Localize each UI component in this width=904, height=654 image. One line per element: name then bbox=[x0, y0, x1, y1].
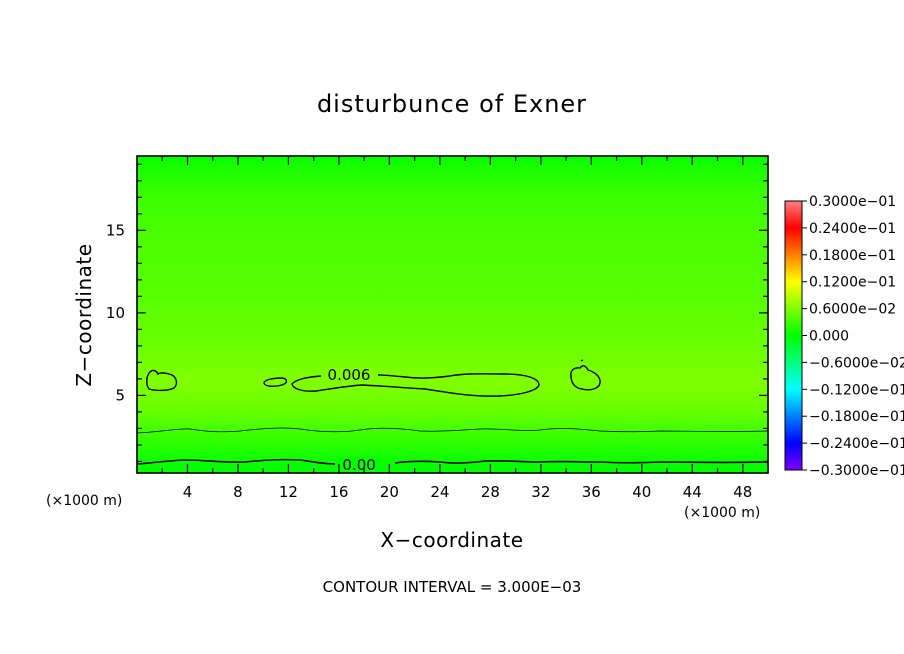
x-tick-label: 32 bbox=[531, 483, 550, 501]
x-tick-label: 24 bbox=[430, 483, 449, 501]
plot-area: 0.006 0.00 bbox=[136, 155, 769, 474]
contour-label: 0.00 bbox=[342, 456, 375, 474]
y-tick-label: 15 bbox=[106, 221, 125, 239]
x-axis-label: X−coordinate bbox=[380, 528, 523, 552]
y-tick-labels: 5 10 15 bbox=[106, 221, 125, 404]
colorbar-label: 0.3000e−01 bbox=[809, 194, 896, 210]
colorbar-label: −0.3000e−01 bbox=[809, 463, 904, 479]
contour-label: 0.006 bbox=[328, 366, 371, 384]
contour-line-0.003 bbox=[137, 427, 768, 434]
y-tick-label: 5 bbox=[115, 386, 125, 404]
x-tick-label: 48 bbox=[733, 483, 752, 501]
x-tick-label: 40 bbox=[632, 483, 651, 501]
chart-title: disturbunce of Exner bbox=[317, 90, 587, 118]
x-tick-labels: 4 8 12 16 20 24 28 32 36 40 44 48 bbox=[183, 483, 753, 501]
contour-labels: 0.006 0.00 bbox=[324, 366, 380, 474]
colorbar-label: −0.6000e−02 bbox=[809, 355, 904, 371]
contour-line-0.006-b bbox=[263, 377, 288, 388]
colorbar-label: 0.1800e−01 bbox=[809, 248, 896, 264]
axis-ticks bbox=[137, 156, 768, 473]
x-tick-label: 8 bbox=[233, 483, 243, 501]
contour-line-0.00 bbox=[137, 458, 768, 465]
contour-line-0.006-a bbox=[146, 369, 178, 392]
colorbar-label: 0.2400e−01 bbox=[809, 221, 896, 237]
colorbar: 0.3000e−01 0.2400e−01 0.1800e−01 0.1200e−01… bbox=[784, 194, 904, 479]
colorbar-labels: 0.3000e−01 0.2400e−01 0.1800e−01 0.1200e−01… bbox=[809, 194, 904, 479]
contour-interval-note: CONTOUR INTERVAL = 3.000E−03 bbox=[323, 578, 582, 596]
x-axis-unit: (×1000 m) bbox=[684, 505, 760, 521]
field-fill bbox=[137, 156, 768, 473]
colorbar-label: 0.1200e−01 bbox=[809, 275, 896, 291]
colorbar-label: −0.1800e−01 bbox=[809, 409, 904, 425]
x-tick-label: 4 bbox=[183, 483, 193, 501]
contour-label-bg bbox=[324, 367, 375, 382]
colorbar-label: 0.6000e−02 bbox=[809, 302, 896, 318]
contour-line-0.006-d bbox=[570, 359, 601, 391]
y-axis-label: Z−coordinate bbox=[72, 243, 96, 386]
contour-line-0.006-c bbox=[291, 373, 540, 397]
x-tick-label: 12 bbox=[279, 483, 298, 501]
x-tick-label: 44 bbox=[683, 483, 702, 501]
plot-frame bbox=[136, 155, 769, 474]
colorbar-label: −0.2400e−01 bbox=[809, 436, 904, 452]
colorbar-label: −0.1200e−01 bbox=[809, 382, 904, 398]
x-tick-label: 20 bbox=[380, 483, 399, 501]
colorbar-label: 0.000 bbox=[809, 329, 849, 345]
colorbar-fill bbox=[784, 200, 803, 471]
contour-label-bg bbox=[338, 457, 380, 472]
y-tick-label: 10 bbox=[106, 304, 125, 322]
colorbar-ticks bbox=[802, 200, 807, 471]
x-tick-label: 16 bbox=[329, 483, 348, 501]
x-tick-label: 28 bbox=[481, 483, 500, 501]
x-tick-label: 36 bbox=[582, 483, 601, 501]
contour-lines bbox=[137, 359, 768, 465]
y-axis-unit: (×1000 m) bbox=[46, 493, 122, 509]
